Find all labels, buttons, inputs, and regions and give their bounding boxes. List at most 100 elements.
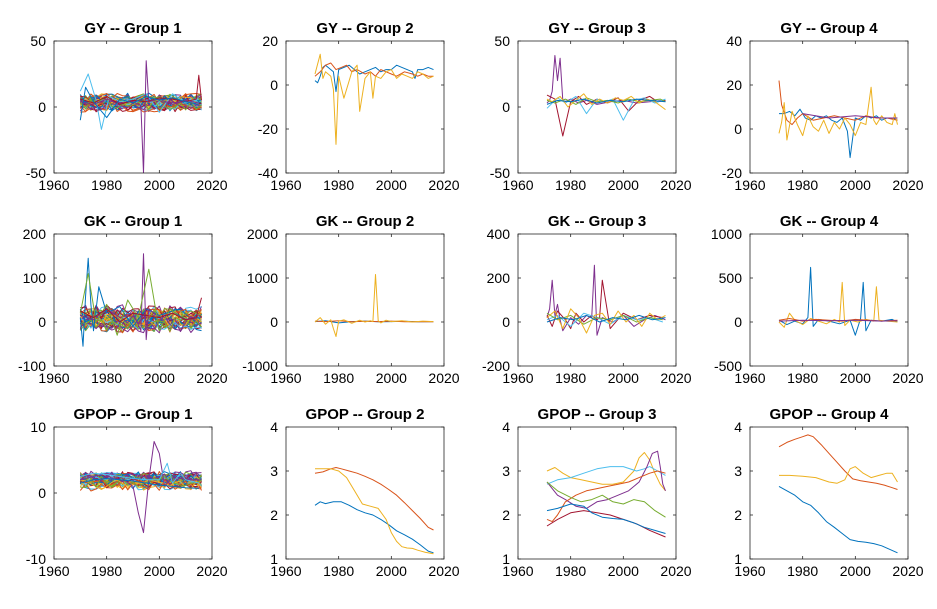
y-tick-label: 40	[726, 33, 742, 49]
x-tick-label: 1980	[787, 563, 818, 579]
axes-box	[749, 426, 909, 560]
y-tick-label: -500	[714, 358, 742, 374]
x-tick-label: 1980	[91, 370, 122, 386]
y-tick-label: 1	[734, 551, 742, 567]
series-line	[778, 86, 898, 141]
y-tick-label: 50	[30, 33, 46, 49]
plot-area	[314, 467, 434, 555]
series-line	[546, 450, 666, 509]
x-tick-label: 1980	[323, 177, 354, 193]
y-tick-label: 4	[502, 419, 510, 435]
subplot: GY -- Group 2 1960 1980 2000 2020 -40 -20 0 20	[258, 20, 460, 193]
axes-box	[53, 426, 213, 560]
y-tick-label: 2	[734, 507, 742, 523]
x-tick-label: 2020	[428, 563, 459, 579]
y-tick-label: 200	[487, 270, 511, 286]
series-line	[546, 93, 666, 111]
y-tick-label: 20	[726, 77, 742, 93]
x-tick-label: 1980	[555, 177, 586, 193]
plot-area	[79, 441, 202, 534]
y-tick-label: 0	[734, 121, 742, 137]
y-tick-label: 0	[38, 485, 46, 501]
plot-area	[314, 53, 434, 145]
plot-area	[546, 55, 666, 137]
y-tick-label: -50	[490, 165, 510, 181]
x-tick-label: 1980	[787, 370, 818, 386]
background-series-line	[79, 95, 202, 108]
x-tick-label: 2000	[376, 563, 407, 579]
series-line	[779, 466, 898, 484]
series-line	[779, 108, 898, 159]
series-line	[546, 452, 666, 492]
x-tick-label: 2020	[428, 370, 459, 386]
subplot-title: GK -- Group 4	[780, 213, 879, 230]
x-tick-label: 1960	[734, 370, 765, 386]
plot-area	[778, 266, 898, 336]
y-tick-label: -40	[258, 165, 278, 181]
y-tick-label: 100	[23, 270, 47, 286]
x-tick-label: 1980	[555, 370, 586, 386]
x-tick-label: 1960	[270, 370, 301, 386]
subplot-title: GK -- Group 2	[316, 213, 414, 230]
series-line	[546, 279, 663, 330]
axes-box	[749, 40, 909, 174]
series-line	[314, 274, 434, 337]
y-tick-label: 3	[734, 463, 742, 479]
x-tick-label: 1960	[502, 370, 533, 386]
background-series-line	[79, 98, 202, 111]
axes-box	[749, 233, 909, 367]
series-line	[79, 73, 199, 130]
subplot-title: GPOP -- Group 1	[74, 406, 193, 423]
y-tick-label: -100	[18, 358, 46, 374]
series-line	[546, 98, 666, 105]
y-tick-label: 3	[502, 463, 510, 479]
plot-area	[778, 434, 898, 554]
x-tick-label: 1960	[734, 563, 765, 579]
series-line	[314, 53, 434, 145]
plot-area	[546, 264, 666, 336]
x-tick-label: 2020	[892, 370, 923, 386]
x-tick-label: 1980	[91, 177, 122, 193]
series-line	[778, 434, 898, 490]
series-line	[546, 312, 663, 325]
y-tick-label: 1	[270, 551, 278, 567]
x-tick-label: 1960	[270, 177, 301, 193]
series-line	[546, 481, 666, 518]
x-tick-label: 2000	[840, 370, 871, 386]
axes-box	[285, 426, 445, 560]
background-series-line	[80, 99, 202, 110]
x-tick-label: 2000	[608, 177, 639, 193]
series-line	[80, 462, 199, 484]
series-line	[314, 501, 434, 554]
series-line	[80, 297, 202, 323]
series-line	[546, 503, 666, 534]
subplot: GPOP -- Group 1 1960 1980 2000 2020 -10 0 10	[26, 406, 228, 579]
y-tick-label: -20	[258, 121, 278, 137]
axes-box	[285, 40, 445, 174]
x-tick-label: 2020	[660, 563, 691, 579]
y-tick-label: 0	[502, 99, 510, 115]
x-tick-label: 1960	[38, 177, 69, 193]
y-tick-label: 2	[270, 507, 278, 523]
x-tick-label: 2000	[376, 370, 407, 386]
series-line	[546, 314, 666, 323]
y-tick-label: -1000	[242, 358, 278, 374]
y-tick-label: 1000	[247, 270, 278, 286]
x-tick-label: 2020	[196, 563, 227, 579]
series-line	[778, 266, 898, 336]
y-tick-label: 10	[30, 419, 46, 435]
subplot: GY -- Group 3 1960 1980 2000 2020 -50 0 50	[490, 20, 692, 193]
plot-area	[79, 60, 202, 173]
plot-area	[546, 450, 666, 538]
series-line	[546, 510, 666, 538]
x-tick-label: 1960	[734, 177, 765, 193]
subplot-title: GPOP -- Group 2	[306, 406, 425, 423]
x-tick-label: 2020	[196, 370, 227, 386]
subplot: GK -- Group 1 1960 1980 2000 2020 -100 0 100 200	[18, 213, 228, 386]
x-tick-label: 1980	[787, 177, 818, 193]
subplot: GPOP -- Group 3 1960 1980 2000 2020 1 2 3 4	[502, 406, 692, 579]
x-tick-label: 1960	[502, 177, 533, 193]
y-tick-label: 1	[502, 551, 510, 567]
x-tick-label: 1980	[91, 563, 122, 579]
